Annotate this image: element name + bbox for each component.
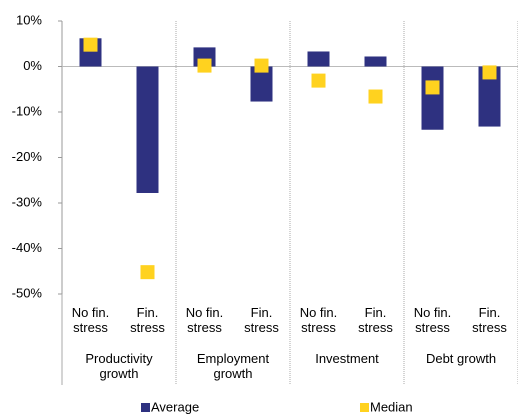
legend-swatch — [360, 403, 369, 412]
bar — [136, 66, 159, 193]
y-tick-label: 0% — [23, 58, 42, 73]
group-label: Debt growth — [425, 351, 497, 366]
x-tick-label: Fin. stress — [130, 305, 165, 335]
median-marker — [482, 65, 497, 80]
x-tick-label: No fin. stress — [71, 305, 110, 335]
x-tick-label: No fin. stress — [299, 305, 338, 335]
x-tick-label: No fin. stress — [185, 305, 224, 335]
y-tick-label: -10% — [12, 103, 43, 118]
group-label: Employment growth — [196, 351, 270, 381]
bar — [478, 66, 501, 127]
x-tick-label: Fin. stress — [358, 305, 393, 335]
group-label: Productivity growth — [85, 351, 153, 381]
y-tick-label: -20% — [12, 149, 43, 164]
median-marker — [425, 80, 440, 95]
median-marker — [140, 265, 155, 280]
x-tick-label: No fin. stress — [413, 305, 452, 335]
y-tick-label: -30% — [12, 194, 43, 209]
legend-swatch — [141, 403, 150, 412]
median-marker — [83, 37, 98, 52]
y-tick-label: -50% — [12, 285, 43, 300]
bar — [307, 51, 330, 67]
x-tick-label: Fin. stress — [244, 305, 279, 335]
bar — [250, 66, 273, 102]
x-tick-label: Fin. stress — [472, 305, 507, 335]
legend-label: Median — [370, 399, 413, 414]
legend-label: Average — [151, 399, 199, 414]
median-marker — [311, 73, 326, 88]
bar — [421, 66, 444, 130]
median-marker — [197, 58, 212, 73]
group-label: Investment — [315, 351, 379, 366]
y-tick-label: 10% — [16, 12, 42, 27]
median-marker — [368, 89, 383, 104]
bar — [364, 56, 387, 67]
y-tick-label: -40% — [12, 240, 43, 255]
median-marker — [254, 58, 269, 73]
